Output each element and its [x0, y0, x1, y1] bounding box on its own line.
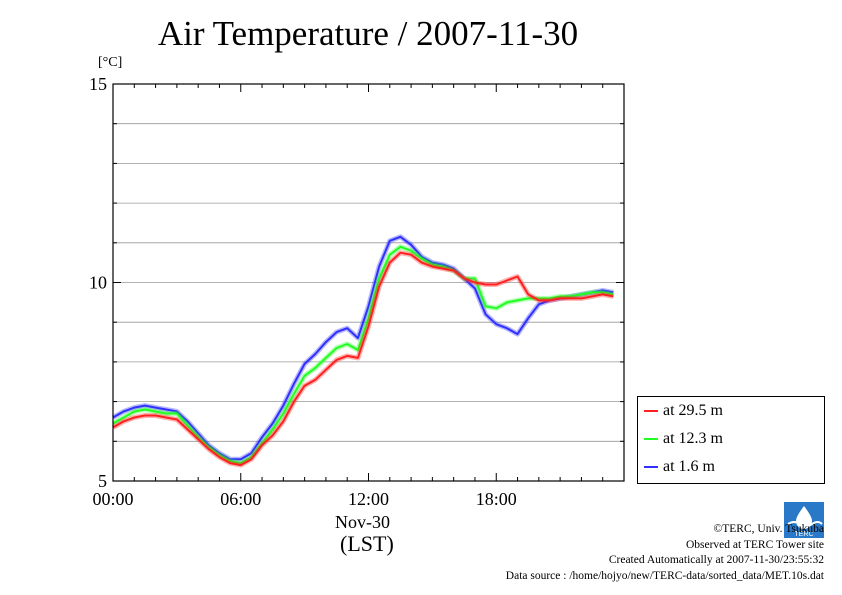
x-date-label: Nov-30 [335, 512, 390, 533]
grid-lines [113, 124, 624, 442]
legend: at 29.5 m at 12.3 m at 1.6 m [637, 396, 825, 484]
legend-item-12-3: at 12.3 m [644, 427, 723, 451]
y-tick-label: 15 [89, 74, 107, 94]
legend-swatch-29-5 [644, 410, 658, 412]
x-timezone-label: (LST) [340, 531, 394, 557]
series-glow-0 [113, 253, 613, 465]
series-group [113, 237, 613, 465]
legend-label-29-5: at 29.5 m [663, 402, 723, 420]
chart-plot: 5 10 15 00:00 06:00 12:00 18:00 [0, 0, 842, 595]
credit-copyright: ©TERC, Univ. Tsukuba [506, 522, 824, 538]
credit-source: Data source : /home/hojyo/new/TERC-data/… [506, 569, 824, 585]
x-tick-label: 00:00 [92, 489, 133, 509]
x-tick-label: 06:00 [220, 489, 261, 509]
y-tick-label: 5 [98, 471, 107, 491]
credits: ©TERC, Univ. Tsukuba Observed at TERC To… [506, 522, 824, 584]
legend-swatch-1-6 [644, 466, 658, 468]
legend-item-1-6: at 1.6 m [644, 455, 715, 479]
credit-site: Observed at TERC Tower site [506, 538, 824, 554]
legend-swatch-12-3 [644, 438, 658, 440]
legend-label-1-6: at 1.6 m [663, 458, 715, 476]
x-tick-label: 12:00 [348, 489, 389, 509]
legend-label-12-3: at 12.3 m [663, 430, 723, 448]
axis-labels: 5 10 15 00:00 06:00 12:00 18:00 [89, 74, 517, 509]
credit-created: Created Automatically at 2007-11-30/23:5… [506, 553, 824, 569]
y-tick-label: 10 [89, 273, 107, 293]
legend-item-29-5: at 29.5 m [644, 399, 723, 423]
x-tick-label: 18:00 [476, 489, 517, 509]
